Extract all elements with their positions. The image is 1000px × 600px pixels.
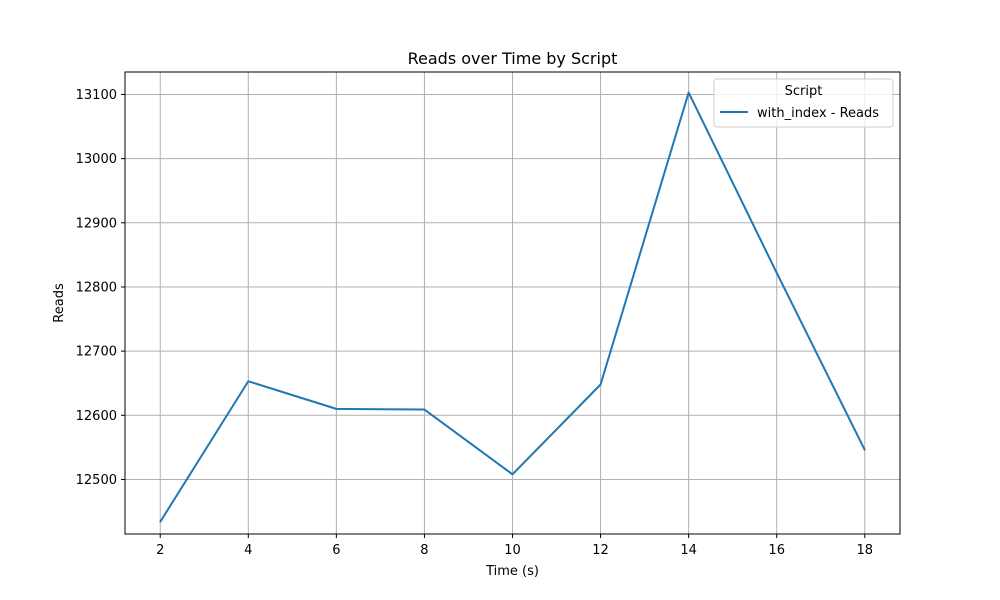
data-point <box>159 521 162 523</box>
x-tick-label: 16 <box>768 543 785 558</box>
series-layer <box>159 91 866 523</box>
x-tick-label: 14 <box>680 543 697 558</box>
data-point <box>599 383 602 386</box>
legend: Script with_index - Reads <box>713 78 894 128</box>
x-tick-label: 6 <box>332 543 340 558</box>
data-point <box>687 91 690 94</box>
y-axis-label: Reads <box>52 283 67 323</box>
legend-box <box>713 78 894 128</box>
data-point <box>511 473 514 476</box>
y-tick-label: 12500 <box>76 473 117 488</box>
legend-entry-with-index: with_index - Reads <box>757 106 879 121</box>
x-tick-label: 2 <box>156 543 164 558</box>
chart-title: Reads over Time by Script <box>408 49 618 68</box>
data-point <box>247 380 250 383</box>
y-axis-ticks: 12500 12600 12700 12800 12900 13000 13100 <box>76 88 125 488</box>
y-tick-label: 13000 <box>76 152 117 167</box>
x-tick-label: 18 <box>856 543 873 558</box>
y-tick-label: 12600 <box>76 409 117 424</box>
grid <box>125 72 900 534</box>
y-tick-label: 12900 <box>76 216 117 231</box>
data-point <box>423 408 426 411</box>
legend-title: Script <box>785 84 823 99</box>
data-point <box>863 449 866 451</box>
x-tick-label: 4 <box>244 543 252 558</box>
x-tick-label: 12 <box>592 543 609 558</box>
x-axis-label: Time (s) <box>485 564 539 579</box>
x-tick-label: 10 <box>504 543 521 558</box>
y-tick-label: 12700 <box>76 345 117 360</box>
data-point <box>775 272 778 274</box>
x-axis-ticks: 2 4 6 8 10 12 14 16 18 <box>156 534 873 558</box>
y-tick-label: 13100 <box>76 88 117 103</box>
x-tick-label: 8 <box>420 543 428 558</box>
y-tick-label: 12800 <box>76 280 117 295</box>
data-point <box>335 408 338 410</box>
